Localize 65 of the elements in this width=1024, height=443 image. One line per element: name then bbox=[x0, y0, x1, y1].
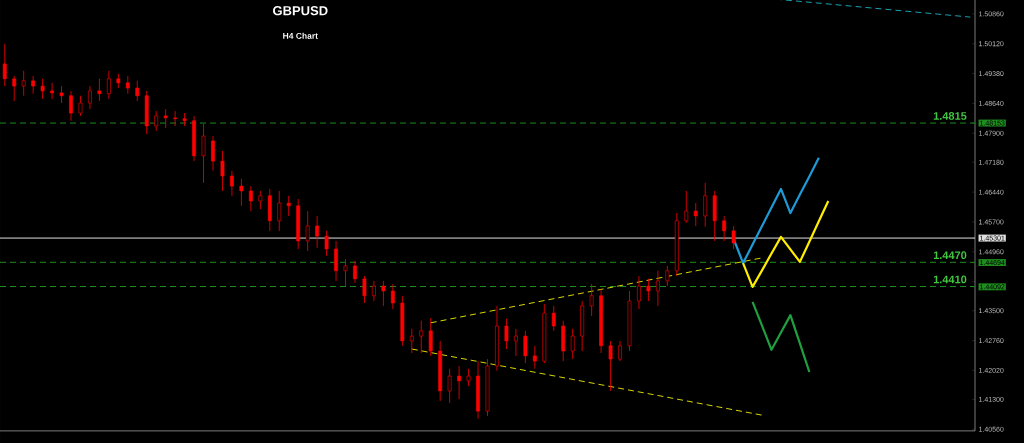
ref-line-label: 1.4410 bbox=[933, 275, 967, 284]
candlestick bbox=[703, 182, 708, 228]
candlestick bbox=[618, 340, 622, 362]
candlestick bbox=[390, 283, 395, 310]
candlestick bbox=[381, 280, 386, 307]
candlestick bbox=[504, 318, 509, 350]
candlestick bbox=[106, 70, 111, 100]
candlestick bbox=[523, 330, 528, 364]
candlestick bbox=[570, 328, 575, 360]
candlestick bbox=[419, 320, 424, 354]
candlestick bbox=[722, 215, 727, 242]
candlestick bbox=[50, 82, 54, 100]
candlestick bbox=[88, 85, 92, 110]
candlestick bbox=[514, 328, 518, 357]
candlestick bbox=[428, 317, 433, 357]
candlestick bbox=[12, 75, 17, 102]
candlestick bbox=[248, 185, 253, 212]
candlestick bbox=[2, 43, 7, 87]
candlestick bbox=[608, 340, 613, 392]
candlestick bbox=[334, 240, 338, 282]
candlestick bbox=[532, 345, 537, 370]
candlestick bbox=[135, 80, 140, 102]
candlestick bbox=[551, 305, 556, 332]
candlestick bbox=[182, 112, 187, 127]
candlestick bbox=[447, 368, 452, 404]
text: GBPUSD bbox=[273, 6, 328, 16]
candlestick bbox=[154, 110, 159, 132]
candlestick bbox=[409, 328, 414, 354]
candlestick bbox=[655, 270, 660, 307]
candlestick bbox=[239, 178, 244, 207]
candlestick bbox=[637, 275, 641, 310]
candlestick bbox=[21, 70, 26, 97]
candlestick bbox=[31, 75, 36, 95]
candlestick bbox=[277, 190, 282, 232]
candlestick bbox=[372, 280, 376, 302]
ref-line-label: 1.4470 bbox=[933, 251, 967, 260]
candlestick bbox=[665, 265, 670, 287]
candlestick bbox=[646, 278, 651, 302]
candlestick bbox=[220, 150, 225, 192]
candlestick bbox=[353, 260, 357, 284]
candlestick bbox=[286, 195, 291, 217]
candlestick bbox=[163, 108, 168, 129]
candlestick bbox=[40, 78, 45, 100]
candlestick bbox=[343, 258, 348, 287]
candlestick bbox=[324, 230, 329, 257]
candlestick bbox=[684, 190, 689, 224]
candlestick bbox=[258, 190, 263, 210]
candlestick bbox=[731, 225, 736, 250]
candlestick bbox=[362, 275, 367, 304]
candlestick bbox=[59, 85, 64, 104]
candlestick bbox=[305, 210, 310, 252]
candlestick bbox=[589, 283, 594, 317]
candlestick bbox=[315, 215, 320, 249]
candlestick bbox=[693, 202, 698, 227]
candlestick bbox=[173, 110, 178, 127]
line-series bbox=[751, 300, 811, 374]
candlestick bbox=[211, 135, 215, 172]
candlestick bbox=[97, 78, 102, 102]
candlestick bbox=[78, 95, 83, 117]
candlestick bbox=[457, 365, 462, 400]
candlestick bbox=[230, 170, 234, 197]
candlestick bbox=[69, 90, 73, 122]
candlestick bbox=[201, 123, 206, 184]
ref-line-label: 1.4815 bbox=[933, 112, 967, 120]
text: H4 Chart bbox=[283, 32, 318, 39]
